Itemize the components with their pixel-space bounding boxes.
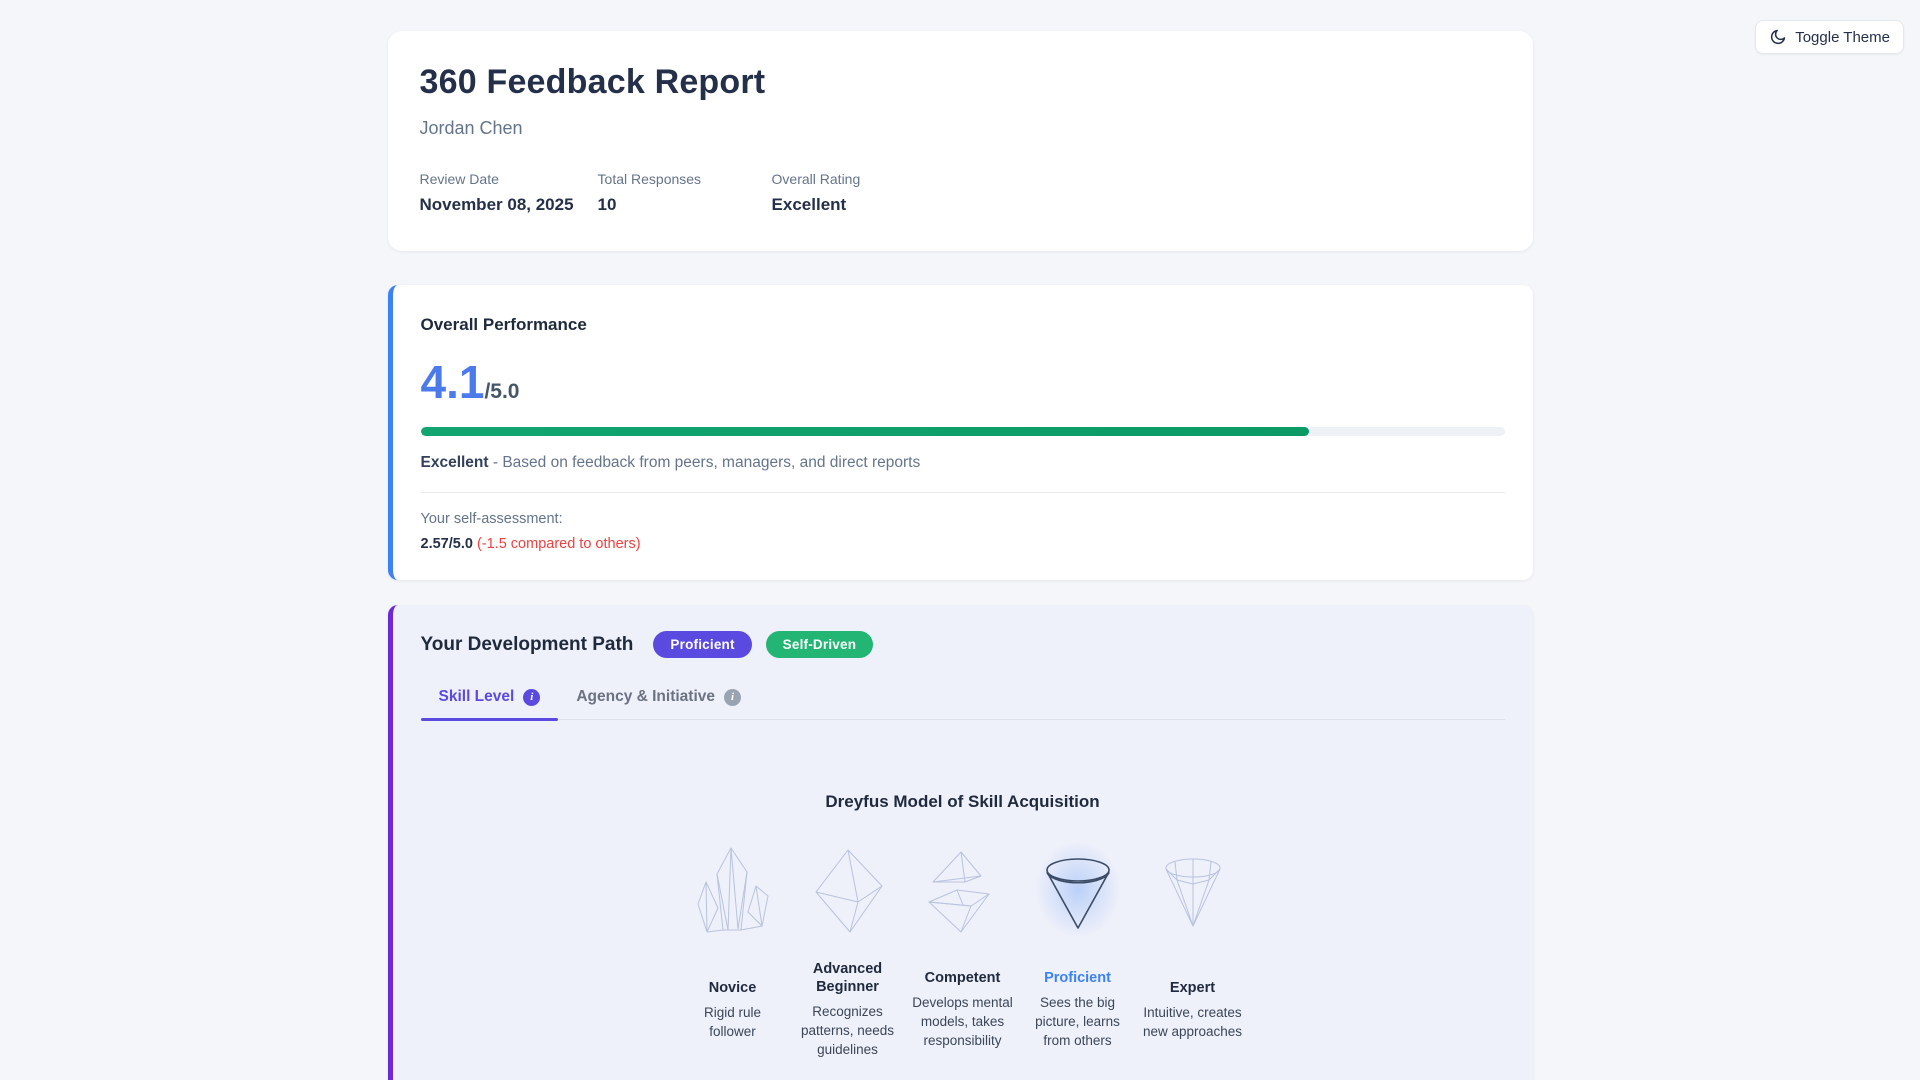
stat-value: Excellent [771, 195, 847, 214]
crystal-cluster-icon [693, 842, 773, 937]
stat-overall-rating: Overall Rating Excellent [772, 171, 922, 215]
stage-proficient: Proficient Sees the big picture, learns … [1026, 842, 1130, 1075]
page-content: 360 Feedback Report Jordan Chen Review D… [387, 0, 1533, 1080]
report-subject: Jordan Chen [419, 118, 523, 138]
performance-score: 4.1 /5.0 [421, 359, 1505, 405]
tab-skill-level[interactable]: Skill Level i [420, 678, 559, 721]
score-value: 4.1 [420, 356, 485, 408]
cone-gem-icon [1035, 842, 1120, 937]
stat-label: Overall Rating [771, 171, 861, 187]
stage-name: Competent [924, 970, 1001, 987]
stage-novice: Novice Rigid rule follower [681, 842, 785, 1075]
score-max: /5.0 [484, 380, 520, 403]
dreyfus-model-title: Dreyfus Model of Skill Acquisition [825, 792, 1100, 811]
stage-expert: Expert Intuitive, creates new approaches [1141, 842, 1245, 1075]
stat-label: Review Date [419, 171, 499, 187]
stage-text: Advanced Beginner Recognizes patterns, n… [796, 945, 900, 1075]
tab-agency-initiative[interactable]: Agency & Initiative i [558, 678, 759, 719]
self-driven-badge: Self-Driven [765, 631, 874, 658]
stage-description: Develops mental models, takes responsibi… [912, 995, 1013, 1048]
stage-name: Advanced Beginner [812, 961, 883, 996]
development-path-tabs: Skill Level i Agency & Initiative i [420, 678, 1505, 721]
performance-heading: Overall Performance [420, 315, 587, 334]
performance-bar-track [420, 427, 1505, 436]
moon-icon [1769, 28, 1787, 46]
tab-label: Agency & Initiative [576, 688, 716, 705]
stage-text: Expert Intuitive, creates new approaches [1141, 945, 1245, 1075]
overall-performance-card: Overall Performance 4.1 /5.0 Excellent -… [387, 285, 1533, 580]
report-header-card: 360 Feedback Report Jordan Chen Review D… [387, 31, 1533, 251]
stage-text: Novice Rigid rule follower [681, 945, 785, 1075]
report-stats: Review Date November 08, 2025 Total Resp… [420, 171, 1501, 215]
cut-diamond-icon [1153, 842, 1233, 937]
stage-name: Proficient [1044, 970, 1111, 987]
rating-label: Excellent [420, 454, 489, 471]
proficient-badge: Proficient [653, 631, 752, 658]
tab-label: Skill Level [438, 688, 515, 705]
stage-description: Intuitive, creates new approaches [1142, 1004, 1243, 1039]
toggle-theme-label: Toggle Theme [1795, 28, 1890, 46]
page-title: 360 Feedback Report [419, 63, 766, 101]
stage-advanced-beginner: Advanced Beginner Recognizes patterns, n… [796, 842, 900, 1075]
stat-value: November 08, 2025 [419, 195, 574, 214]
self-assessment-delta: (-1.5 compared to others) [476, 536, 641, 552]
self-assessment-label: Your self-assessment: [420, 511, 563, 527]
stat-total-responses: Total Responses 10 [598, 171, 748, 215]
stage-name: Novice [708, 979, 757, 996]
stat-value: 10 [597, 195, 617, 214]
stage-description: Rigid rule follower [703, 1004, 762, 1039]
stage-text: Competent Develops mental models, takes … [911, 945, 1015, 1075]
development-path-header: Your Development Path Proficient Self-Dr… [421, 631, 1505, 658]
stage-text: Proficient Sees the big picture, learns … [1026, 945, 1130, 1075]
rating-note: - Based on feedback from peers, managers… [492, 454, 921, 471]
skill-stages: Novice Rigid rule follower Advanced Begi… [421, 842, 1505, 1075]
development-path-heading: Your Development Path [420, 633, 634, 655]
toggle-theme-button[interactable]: Toggle Theme [1755, 20, 1904, 54]
self-assessment-value: 2.57/5.0 [420, 536, 473, 552]
stage-description: Sees the big picture, learns from others [1035, 995, 1120, 1048]
rating-summary: Excellent - Based on feedback from peers… [420, 454, 1505, 493]
info-icon[interactable]: i [724, 688, 742, 706]
stat-label: Total Responses [597, 171, 702, 187]
stage-name: Expert [1169, 979, 1216, 996]
octahedron-gem-icon [808, 842, 888, 937]
self-assessment-line: 2.57/5.0 (-1.5 compared to others) [421, 536, 1505, 552]
stage-description: Recognizes patterns, needs guidelines [800, 1004, 895, 1058]
stage-competent: Competent Develops mental models, takes … [911, 842, 1015, 1075]
performance-bar-fill [420, 427, 1310, 436]
development-path-card: Your Development Path Proficient Self-Dr… [387, 605, 1533, 1080]
info-icon[interactable]: i [523, 688, 541, 706]
dreyfus-model-section: Dreyfus Model of Skill Acquisition Novic… [421, 720, 1505, 1075]
stat-review-date: Review Date November 08, 2025 [420, 171, 574, 215]
split-gem-icon [923, 842, 1003, 937]
